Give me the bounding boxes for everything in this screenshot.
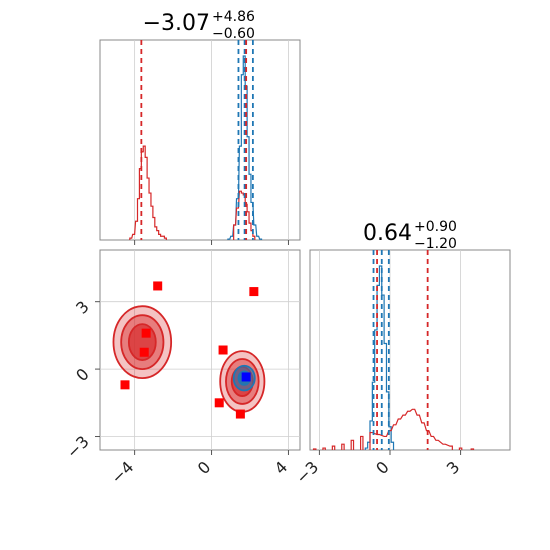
y-tick-label: 3	[72, 297, 93, 318]
y-tick-label: −3	[63, 432, 93, 462]
truth-marker	[241, 372, 251, 382]
sample-marker	[218, 345, 228, 355]
x-tick-label: 3	[443, 457, 464, 478]
x-tick-label: 4	[271, 457, 292, 478]
panel-param1-marginal: −3.07 +4.86 −0.60	[99, 9, 301, 245]
histogram-model_b	[312, 408, 475, 450]
sample-marker	[249, 287, 259, 297]
sample-marker	[153, 281, 163, 291]
param2-title-lower: −1.20	[414, 236, 457, 252]
y-tick-label: 0	[72, 364, 93, 385]
x-tick-label: 0	[194, 457, 215, 478]
param2-title-median: 0.64	[363, 221, 412, 246]
panel-frame	[99, 39, 301, 241]
sample-marker	[235, 409, 245, 419]
x-tick-label: −3	[292, 457, 322, 487]
sample-marker	[141, 328, 151, 338]
panel-frame	[309, 249, 511, 451]
panel-param2-marginal: −3 0 3 0.64 +0.90 −1.20	[292, 219, 511, 488]
panel-param1-vs-param2: −4 0 4 −3 0 3	[63, 249, 301, 488]
param2-title-upper: +0.90	[414, 219, 457, 235]
panel-frame	[99, 249, 301, 451]
param1-title-median: −3.07	[143, 11, 210, 36]
sample-marker	[120, 380, 130, 390]
x-tick-label: 0	[372, 457, 393, 478]
param1-title-upper: +4.86	[212, 9, 255, 25]
param1-title-lower: −0.60	[212, 26, 255, 42]
sample-marker	[214, 398, 224, 408]
x-tick-label: −4	[107, 457, 137, 487]
sample-marker	[139, 347, 149, 357]
histogram-model_b	[129, 145, 256, 240]
